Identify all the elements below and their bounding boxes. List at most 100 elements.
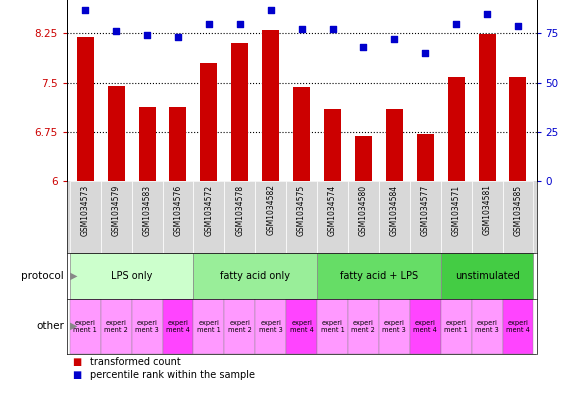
Bar	[286, 181, 317, 253]
Text: protocol: protocol	[21, 271, 64, 281]
Text: fatty acid only: fatty acid only	[220, 271, 290, 281]
Text: GSM1034584: GSM1034584	[390, 184, 399, 235]
Text: ■: ■	[72, 356, 82, 367]
Text: experi
ment 2: experi ment 2	[228, 320, 252, 333]
Bar	[101, 181, 132, 253]
Text: transformed count: transformed count	[90, 356, 180, 367]
Text: experi
ment 4: experi ment 4	[166, 320, 190, 333]
Bar	[255, 181, 286, 253]
Text: percentile rank within the sample: percentile rank within the sample	[90, 370, 255, 380]
Bar	[286, 299, 317, 354]
Point	[81, 7, 90, 13]
Text: LPS only: LPS only	[111, 271, 153, 281]
Text: fatty acid + LPS: fatty acid + LPS	[340, 271, 418, 281]
Text: GSM1034573: GSM1034573	[81, 184, 90, 236]
Bar	[70, 181, 101, 253]
Point	[297, 26, 306, 33]
Bar	[193, 253, 317, 299]
Text: GSM1034574: GSM1034574	[328, 184, 337, 236]
Text: unstimulated: unstimulated	[455, 271, 520, 281]
Bar	[324, 109, 341, 181]
Text: GSM1034577: GSM1034577	[420, 184, 430, 236]
Point	[328, 26, 337, 33]
Text: ▶: ▶	[70, 321, 77, 331]
Bar	[472, 299, 502, 354]
Point	[513, 22, 523, 29]
Text: GSM1034585: GSM1034585	[513, 184, 523, 235]
Text: experi
ment 3: experi ment 3	[382, 320, 406, 333]
Text: ■: ■	[72, 370, 82, 380]
Bar	[502, 299, 534, 354]
Bar	[224, 299, 255, 354]
Point	[420, 50, 430, 56]
Text: experi
ment 2: experi ment 2	[351, 320, 375, 333]
Text: experi
ment 1: experi ment 1	[321, 320, 345, 333]
Bar	[169, 107, 186, 181]
Bar	[379, 181, 410, 253]
Point	[143, 32, 152, 39]
Text: experi
ment 1: experi ment 1	[73, 320, 97, 333]
Point	[266, 7, 276, 13]
Text: experi
ment 1: experi ment 1	[197, 320, 221, 333]
Bar	[410, 181, 441, 253]
Text: GSM1034571: GSM1034571	[452, 184, 461, 235]
Bar	[293, 87, 310, 181]
Text: experi
ment 3: experi ment 3	[135, 320, 159, 333]
Bar	[317, 181, 348, 253]
Bar	[441, 253, 534, 299]
Bar	[472, 181, 502, 253]
Bar	[132, 181, 162, 253]
Text: experi
ment 3: experi ment 3	[475, 320, 499, 333]
Bar	[509, 77, 527, 181]
Text: GSM1034575: GSM1034575	[297, 184, 306, 236]
Text: other: other	[36, 321, 64, 331]
Point	[235, 20, 244, 27]
Point	[451, 20, 461, 27]
Bar	[224, 181, 255, 253]
Bar	[262, 30, 279, 181]
Point	[359, 44, 368, 50]
Bar	[348, 181, 379, 253]
Point	[390, 36, 399, 42]
Bar	[101, 299, 132, 354]
Bar	[448, 77, 465, 181]
Bar	[200, 63, 218, 181]
Text: GSM1034576: GSM1034576	[173, 184, 183, 236]
Text: ▶: ▶	[70, 271, 77, 281]
Bar	[139, 107, 155, 181]
Bar	[162, 181, 193, 253]
Text: experi
ment 4: experi ment 4	[506, 320, 530, 333]
Bar	[70, 253, 193, 299]
Text: GSM1034578: GSM1034578	[235, 184, 244, 235]
Text: GSM1034579: GSM1034579	[112, 184, 121, 236]
Point	[483, 11, 492, 17]
Bar	[417, 134, 434, 181]
Bar	[255, 299, 286, 354]
Bar	[132, 299, 162, 354]
Text: experi
ment 2: experi ment 2	[104, 320, 128, 333]
Text: experi
ment 4: experi ment 4	[414, 320, 437, 333]
Point	[173, 34, 183, 40]
Bar	[410, 299, 441, 354]
Bar	[317, 299, 348, 354]
Bar	[317, 253, 441, 299]
Text: experi
ment 3: experi ment 3	[259, 320, 282, 333]
Text: GSM1034572: GSM1034572	[204, 184, 213, 235]
Point	[204, 20, 213, 27]
Bar	[231, 43, 248, 181]
Text: GSM1034583: GSM1034583	[143, 184, 151, 235]
Text: GSM1034582: GSM1034582	[266, 184, 275, 235]
Text: experi
ment 1: experi ment 1	[444, 320, 468, 333]
Text: experi
ment 4: experi ment 4	[289, 320, 314, 333]
Text: GSM1034580: GSM1034580	[359, 184, 368, 235]
Bar	[70, 299, 101, 354]
Point	[111, 28, 121, 35]
Bar	[441, 299, 472, 354]
Text: GSM1034581: GSM1034581	[483, 184, 491, 235]
Bar	[502, 181, 534, 253]
Bar	[162, 299, 193, 354]
Bar	[108, 86, 125, 181]
Bar	[348, 299, 379, 354]
Bar	[193, 181, 224, 253]
Bar	[386, 109, 403, 181]
